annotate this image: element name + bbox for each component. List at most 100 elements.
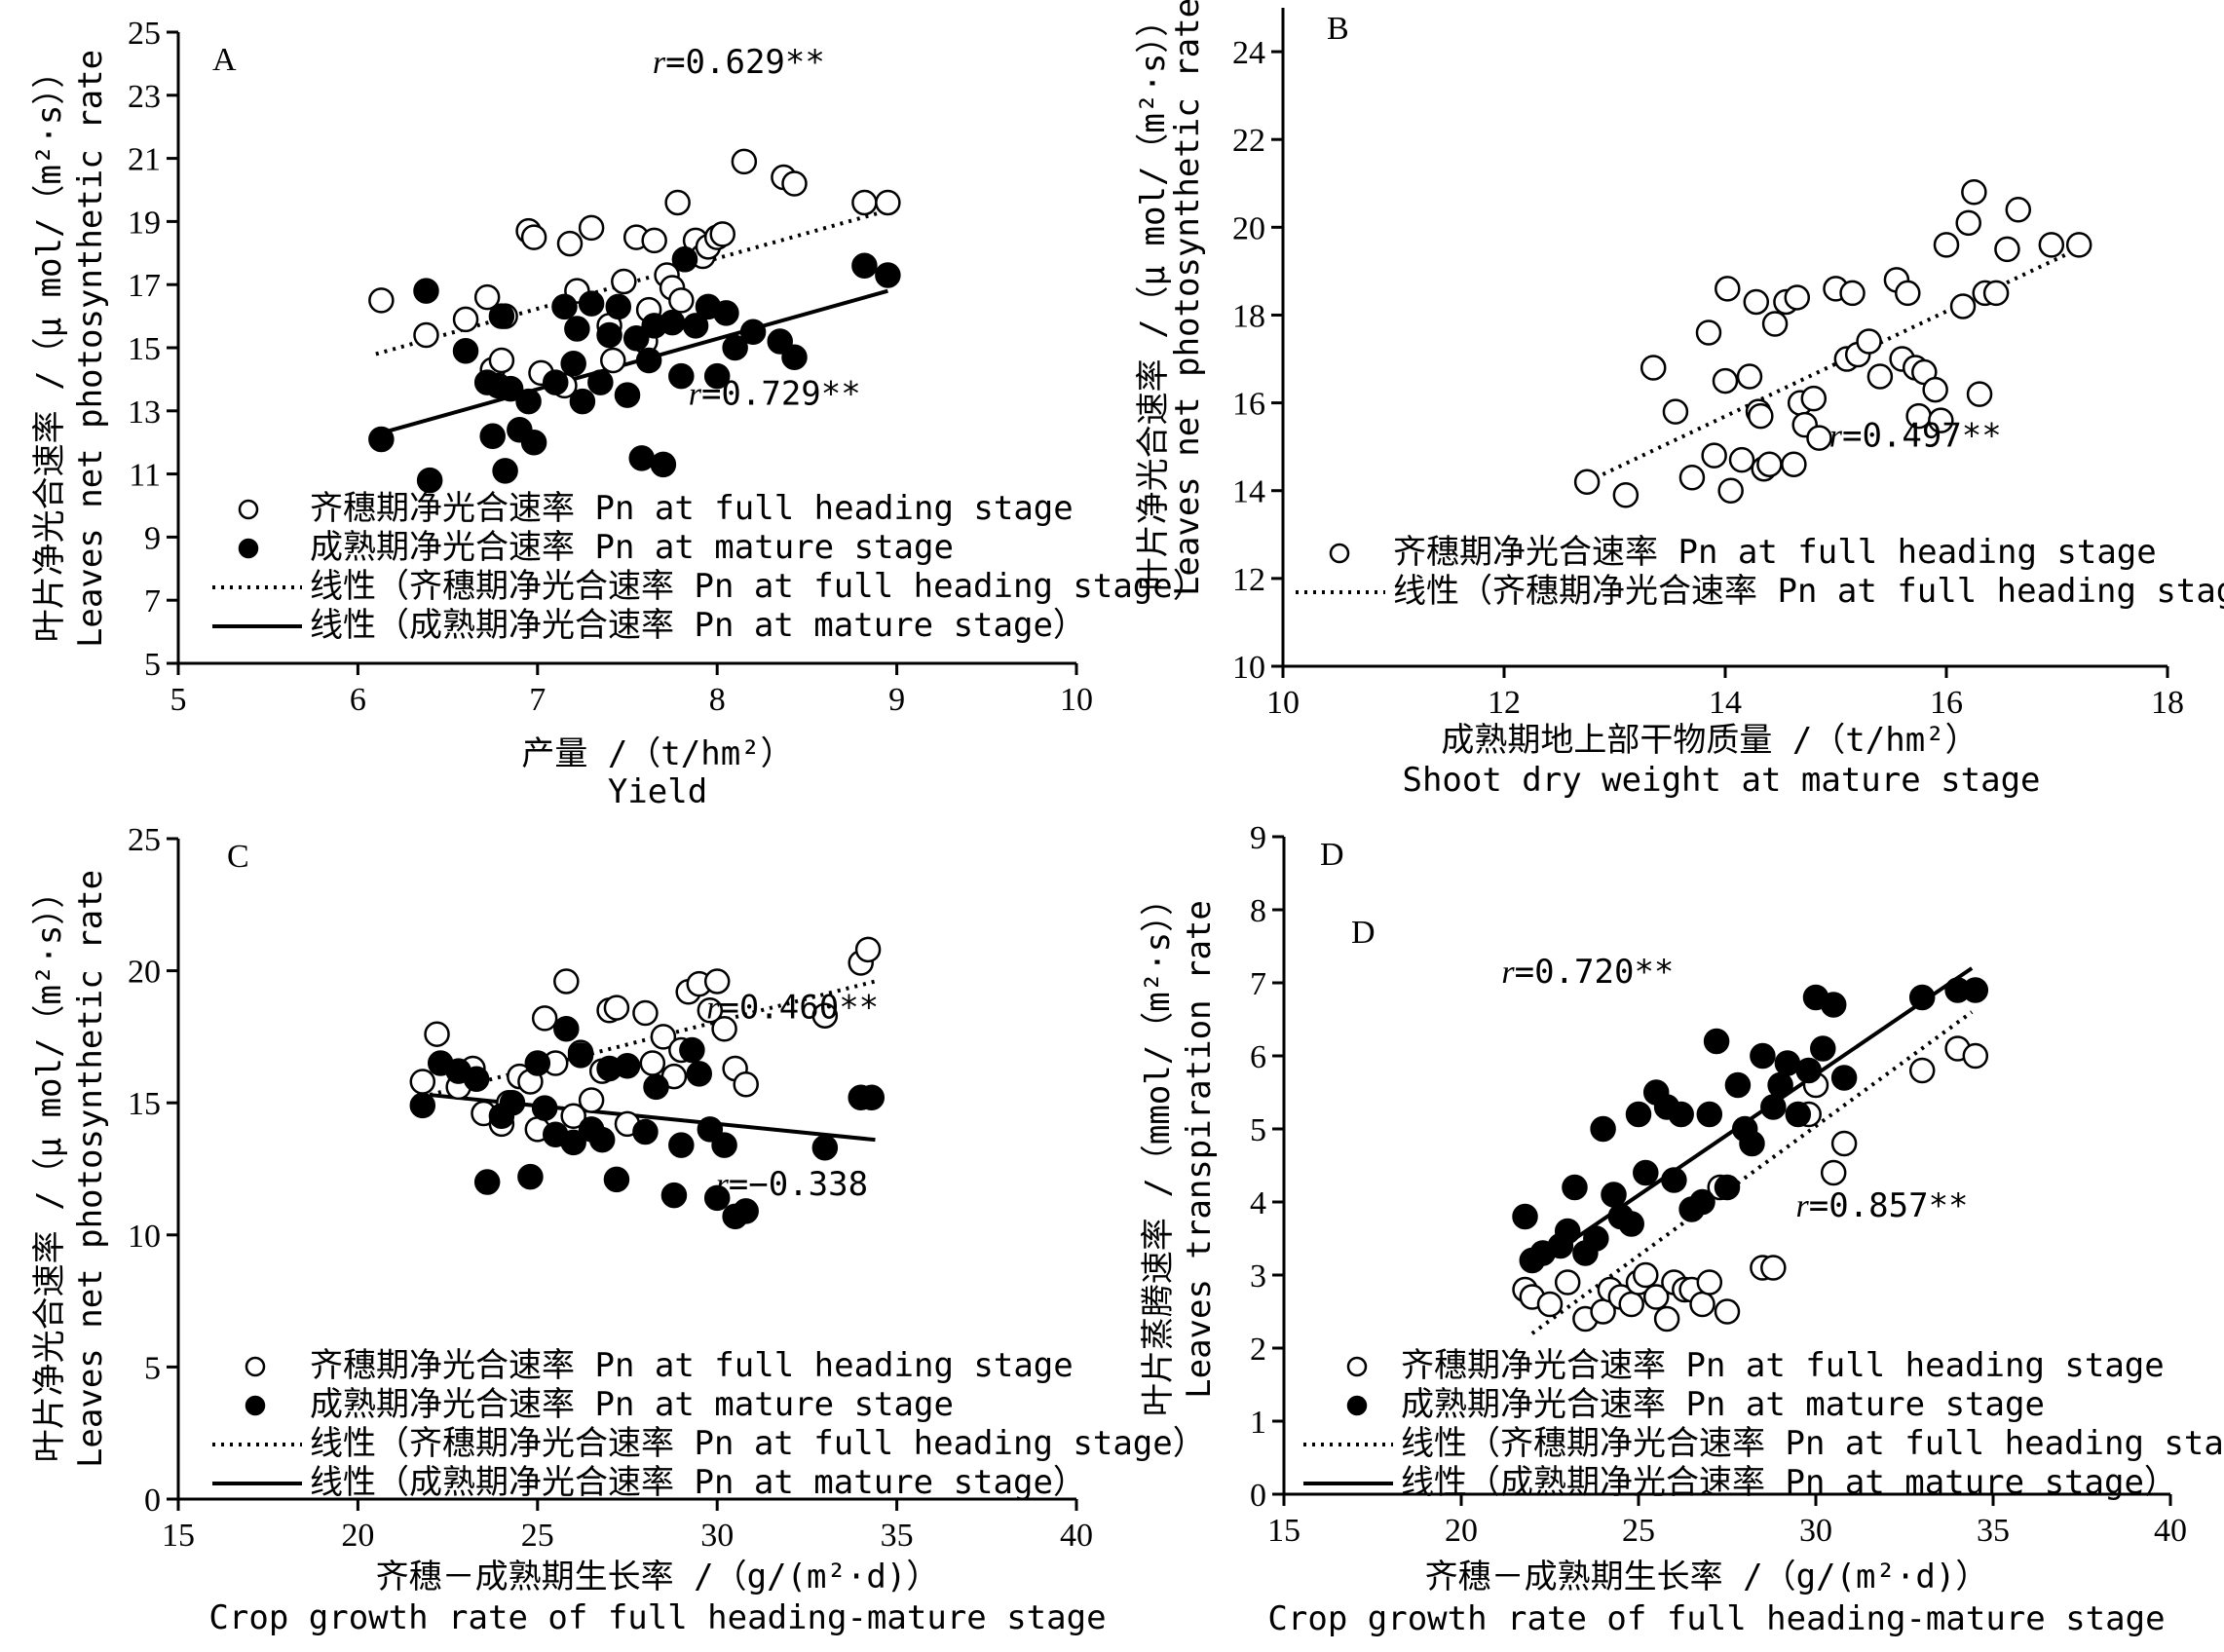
legend-label: 线性（齐穗期净光合速率 Pn at full heading stage）: [310, 567, 1206, 606]
data-point-heading: [1962, 1042, 1989, 1070]
data-point-mature: [587, 369, 614, 395]
data-point-mature: [452, 337, 479, 364]
data-point-mature: [668, 362, 695, 390]
data-point-mature: [1760, 1094, 1787, 1120]
data-point-heading: [650, 1024, 677, 1050]
chart-panel-c: 15 20 25 30 35 40 0 5 10 15 20 25 Cr=0.460** r=−0.338…: [30, 822, 1206, 1637]
data-point-heading: [611, 268, 637, 295]
data-point-heading: [1618, 1291, 1644, 1318]
legend: 齐穗期净光合速率 Pn at full heading stage成熟期净光合速…: [212, 489, 1206, 645]
data-point-heading: [409, 1069, 436, 1095]
data-point-heading: [2005, 197, 2032, 223]
correlation-label: r=0.857**: [1796, 1186, 1969, 1225]
x-tick-label: 12: [1488, 685, 1521, 721]
data-point-mature: [614, 382, 641, 408]
data-point-mature: [553, 1016, 580, 1042]
data-point-mature: [875, 262, 901, 288]
data-point-heading: [413, 321, 439, 349]
x-tick-label: 25: [521, 1518, 554, 1554]
data-point-heading: [1536, 1291, 1564, 1318]
data-point-heading: [1994, 236, 2020, 263]
y-tick-label: 9: [144, 520, 161, 556]
panel-label: A: [212, 42, 237, 78]
data-point-mature: [1962, 977, 1989, 1003]
data-point-mature: [1668, 1101, 1694, 1128]
legend-label: 齐穗期净光合速率 Pn at full heading stage: [310, 489, 1074, 528]
data-point-mature: [697, 1116, 724, 1143]
y-tick-label: 14: [1232, 474, 1265, 510]
data-point-mature: [722, 334, 748, 361]
x-axis-title: Crop growth rate of full heading-mature …: [208, 1598, 1106, 1637]
data-point-mature: [1618, 1211, 1644, 1237]
x-tick-label: 20: [1445, 1513, 1478, 1549]
data-point-mature: [1633, 1159, 1659, 1186]
y-tick-label: 13: [128, 394, 161, 431]
legend-marker-open: [1329, 543, 1350, 564]
data-point-mature: [679, 1036, 705, 1064]
data-point-heading: [1800, 385, 1828, 412]
data-point-mature: [515, 388, 542, 415]
x-tick-label: 30: [700, 1518, 734, 1554]
y-axis-title: 叶片净光合速率 /（μ mol/（m²·s））: [30, 56, 69, 643]
data-point-heading: [1961, 179, 1987, 206]
legend: 齐穗期净光合速率 Pn at full heading stage成熟期净光合速…: [212, 1346, 1206, 1502]
data-point-heading: [1839, 280, 1866, 307]
data-point-heading: [368, 287, 395, 314]
data-point-mature: [1795, 1057, 1822, 1084]
legend-label: 线性（齐穗期净光合速率 Pn at full heading stage）: [310, 1424, 1206, 1463]
data-point-mature: [660, 1182, 688, 1209]
x-tick-label: 9: [888, 682, 905, 718]
data-point-heading: [703, 968, 731, 995]
legend-marker-open: [1346, 1356, 1368, 1377]
data-point-mature: [1696, 1101, 1723, 1128]
data-point-mature: [1908, 984, 1936, 1011]
y-tick-label: 4: [1250, 1185, 1266, 1221]
data-point-heading: [2038, 232, 2065, 258]
data-point-heading: [697, 997, 724, 1024]
y-axis-title: Leaves net photosynthetic rate: [1168, 0, 1207, 596]
data-point-heading: [1701, 442, 1727, 469]
data-point-heading: [531, 1005, 558, 1032]
data-point-mature: [851, 252, 878, 280]
data-point-heading: [2065, 232, 2092, 258]
y-axis-title: Leaves net photosynthetic rate: [71, 870, 110, 1468]
data-point-heading: [639, 1050, 666, 1076]
x-axis-title: 成熟期地上部干物质量 /（t/hm²）: [1441, 721, 1978, 760]
chart-panel-d: 15 20 25 30 35 40 0 1 2 3 4 5 6 7 8 9 D Dr=0.720** r=0.857…: [1139, 820, 2224, 1638]
data-point-mature: [1554, 1218, 1581, 1245]
y-tick-label: 12: [1232, 562, 1265, 598]
data-point-heading: [1784, 284, 1811, 311]
data-point-mature: [524, 1050, 551, 1076]
data-point-mature: [632, 1118, 659, 1145]
trendline-solid: [1530, 966, 1974, 1270]
data-point-heading: [1908, 1057, 1936, 1084]
y-axis-title: 叶片净光合速率 /（μ mol/（m²·s））: [1134, 4, 1173, 591]
y-axis-title: Leaves net photosynthetic rate: [71, 50, 110, 648]
data-point-mature: [1739, 1130, 1765, 1157]
data-point-mature: [531, 1095, 558, 1121]
chart-panel-b: 10 12 14 16 18 10 12 14 16 18 20 22 24 Br=0.497** 齐穗期净…: [1134, 0, 2224, 800]
x-axis-title: Yield: [608, 772, 707, 811]
data-point-mature: [473, 1169, 501, 1195]
data-point-mature: [542, 369, 569, 395]
y-tick-label: 2: [1250, 1332, 1266, 1368]
correlation-label: r=0.460**: [706, 988, 879, 1027]
data-point-heading: [1761, 311, 1789, 337]
x-tick-label: 16: [1930, 685, 1963, 721]
legend-label: 成熟期净光合速率 Pn at mature stage: [310, 1385, 954, 1424]
data-point-mature: [1625, 1101, 1652, 1128]
legend-label: 齐穗期净光合速率 Pn at full heading stage: [1393, 533, 2157, 572]
y-tick-label: 20: [128, 955, 161, 991]
y-tick-label: 19: [128, 205, 161, 241]
data-point-mature: [635, 347, 662, 374]
data-point-heading: [1781, 451, 1807, 477]
data-point-heading: [1714, 1298, 1741, 1325]
data-point-heading: [1736, 363, 1763, 390]
x-tick-label: 40: [2154, 1513, 2187, 1549]
y-axis-title: Leaves transpiration rate: [1180, 900, 1219, 1399]
x-tick-label: 10: [1266, 685, 1300, 721]
x-axis-title: 齐穗－成熟期生长率 /（g/(m²·d)）: [1425, 1558, 1989, 1596]
x-tick-label: 15: [162, 1518, 195, 1554]
data-point-heading: [1717, 477, 1744, 504]
